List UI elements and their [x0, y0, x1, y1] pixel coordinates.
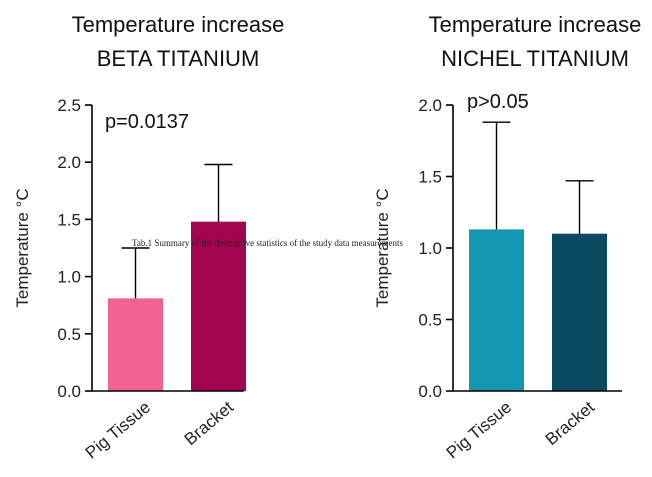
y-tick-label: 1.5	[418, 168, 442, 187]
error-bar	[482, 121, 511, 230]
x-category-label: Bracket	[181, 397, 238, 449]
y-tick-label: 0.0	[57, 382, 81, 401]
bar-bracket	[191, 221, 246, 391]
error-bar	[204, 163, 233, 222]
y-tick-label: 0.0	[418, 382, 442, 401]
y-tick-label: 1.5	[57, 210, 81, 229]
table-caption: Tab.1 Summary of the descriptive statist…	[132, 238, 404, 248]
y-tick-label: 1.0	[418, 239, 442, 258]
x-category-label: Bracket	[542, 397, 599, 449]
x-category-label: Pig Tissue	[443, 398, 515, 463]
bar-pig-tissue	[108, 298, 163, 391]
axes	[452, 105, 622, 392]
error-bar	[121, 247, 150, 299]
y-tick-label: 2.0	[418, 96, 442, 115]
chart-title-line-1: Temperature increase	[429, 12, 642, 37]
error-bar	[565, 180, 594, 234]
p-value-annotation: p=0.0137	[105, 111, 189, 133]
bar-pig-tissue	[469, 229, 524, 391]
y-tick-label: 0.5	[418, 311, 442, 330]
y-axis-label: Temperature °C	[373, 188, 392, 307]
chart-title-line-1: Temperature increase	[72, 12, 285, 37]
axes	[91, 105, 244, 392]
chart-nichel-titanium: Temperature increase NICHEL TITANIUM p>0…	[373, 12, 641, 462]
x-category-label: Pig Tissue	[82, 398, 154, 463]
chart-title-line-2: BETA TITANIUM	[97, 46, 260, 71]
y-tick-label: 0.5	[57, 325, 81, 344]
bar-bracket	[552, 233, 607, 391]
y-tick-label: 1.0	[57, 268, 81, 287]
y-tick-label: 2.5	[57, 96, 81, 115]
p-value-annotation: p>0.05	[467, 91, 529, 113]
y-tick-label: 2.0	[57, 153, 81, 172]
y-axis-label: Temperature °C	[13, 188, 32, 307]
chart-title-line-2: NICHEL TITANIUM	[441, 46, 629, 71]
